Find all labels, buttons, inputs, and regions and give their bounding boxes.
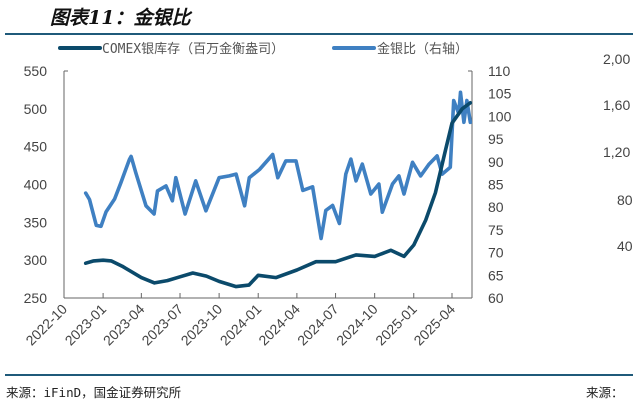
top-rule bbox=[5, 33, 633, 35]
figure-title: 图表11：金银比 bbox=[50, 7, 191, 29]
x-tick-label: 2023-01 bbox=[62, 301, 110, 349]
x-tick-label: 2024-07 bbox=[294, 301, 342, 349]
adjacent-chart-tick-fragment: 1,60 bbox=[603, 97, 630, 113]
x-tick-label: 2025-01 bbox=[372, 301, 420, 349]
x-tick-label: 2023-07 bbox=[138, 301, 186, 349]
source-note: 来源：iFinD，国金证券研究所 bbox=[6, 385, 182, 400]
y-right-tick-label: 70 bbox=[488, 245, 504, 261]
x-tick-label: 2023-10 bbox=[178, 301, 226, 349]
y-right-tick-label: 60 bbox=[488, 290, 504, 306]
x-tick-label: 2024-04 bbox=[255, 301, 303, 349]
x-tick-label: 2024-10 bbox=[333, 301, 381, 349]
y-left-tick-label: 300 bbox=[24, 252, 48, 268]
y-right-tick-label: 105 bbox=[488, 86, 512, 102]
x-tick-label: 2024-01 bbox=[217, 301, 265, 349]
adjacent-chart-tick-fragment: 40 bbox=[617, 238, 633, 254]
x-tick-label: 2025-04 bbox=[410, 301, 458, 349]
adjacent-chart-tick-fragment: 2,00 bbox=[603, 51, 630, 67]
y-right-tick-label: 85 bbox=[488, 177, 504, 193]
y-left-tick-label: 250 bbox=[24, 290, 48, 306]
x-tick-label: 2023-04 bbox=[100, 301, 148, 349]
y-right-tick-label: 65 bbox=[488, 267, 504, 283]
legend-label-gold-silver-ratio: 金银比（右轴） bbox=[377, 41, 468, 57]
y-right-tick-label: 95 bbox=[488, 131, 504, 147]
y-right-tick-label: 90 bbox=[488, 154, 504, 170]
y-left-tick-label: 400 bbox=[24, 177, 48, 193]
x-tick-label: 2022-10 bbox=[22, 301, 70, 349]
bottom-rule bbox=[5, 374, 633, 376]
series-line-silver-inventory bbox=[83, 101, 473, 289]
y-left-tick-label: 350 bbox=[24, 214, 48, 230]
adjacent-chart-tick-fragment: 80 bbox=[617, 192, 633, 208]
adjacent-chart-tick-fragment: 1,20 bbox=[603, 144, 630, 160]
y-right-tick-label: 110 bbox=[488, 63, 511, 79]
series-line-gold-silver-ratio bbox=[83, 90, 473, 241]
y-left-tick-label: 450 bbox=[24, 139, 48, 155]
adjacent-source-fragment: 来源： bbox=[586, 385, 624, 400]
y-right-tick-label: 80 bbox=[488, 199, 504, 215]
y-right-tick-label: 75 bbox=[488, 222, 504, 238]
y-left-tick-label: 500 bbox=[24, 101, 48, 117]
y-left-tick-label: 550 bbox=[24, 63, 48, 79]
y-right-tick-label: 100 bbox=[488, 108, 512, 124]
legend-label-silver-inventory: COMEX银库存（百万金衡盎司） bbox=[102, 41, 284, 57]
